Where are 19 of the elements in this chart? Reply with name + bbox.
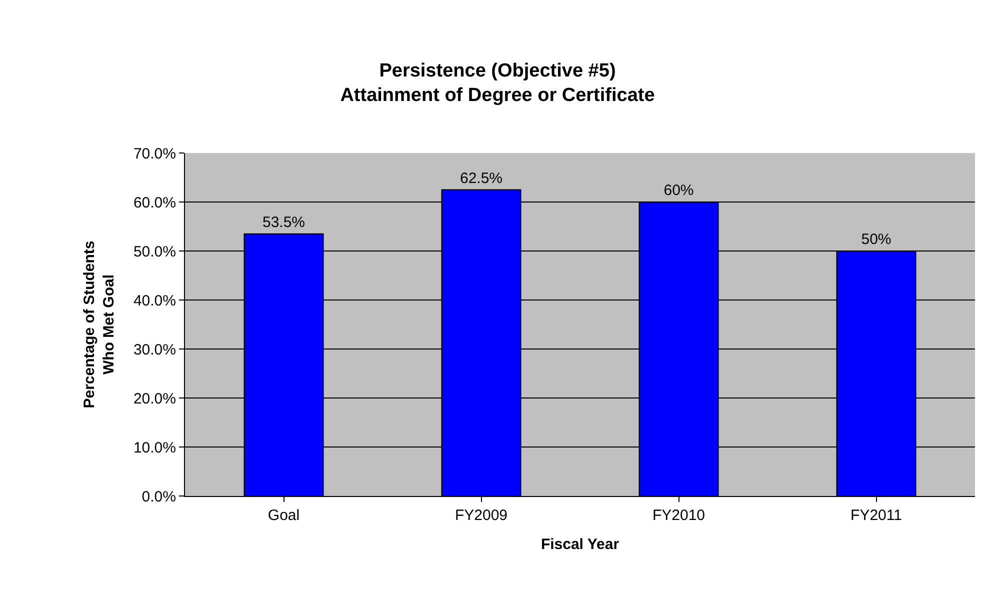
y-tick-label: 40.0% <box>133 292 176 310</box>
y-tick-label: 60.0% <box>133 194 176 212</box>
chart-title: Persistence (Objective #5) Attainment of Degree or Certificate <box>340 60 655 106</box>
x-tick-label: FY2010 <box>652 507 706 524</box>
y-axis-title: Percentage of Students Who Met Goal <box>81 240 118 408</box>
y-tick-label: 30.0% <box>133 341 176 358</box>
data-label: 62.5% <box>460 170 503 187</box>
x-tick-label: FY2009 <box>454 507 508 524</box>
data-label: 60% <box>664 182 694 199</box>
y-tick-label: 20.0% <box>133 390 176 408</box>
x-axis-title: Fiscal Year <box>540 536 620 553</box>
data-label: 50% <box>861 231 892 248</box>
y-tick-label: 0.0% <box>142 488 176 506</box>
data-label: 53.5% <box>262 214 306 231</box>
y-tick-label: 50.0% <box>133 243 176 260</box>
y-tick-label: 70.0% <box>133 145 176 162</box>
y-tick-label: 10.0% <box>133 439 176 456</box>
x-tick-label: FY2011 <box>850 507 902 524</box>
x-tick-label: Goal <box>268 507 300 524</box>
